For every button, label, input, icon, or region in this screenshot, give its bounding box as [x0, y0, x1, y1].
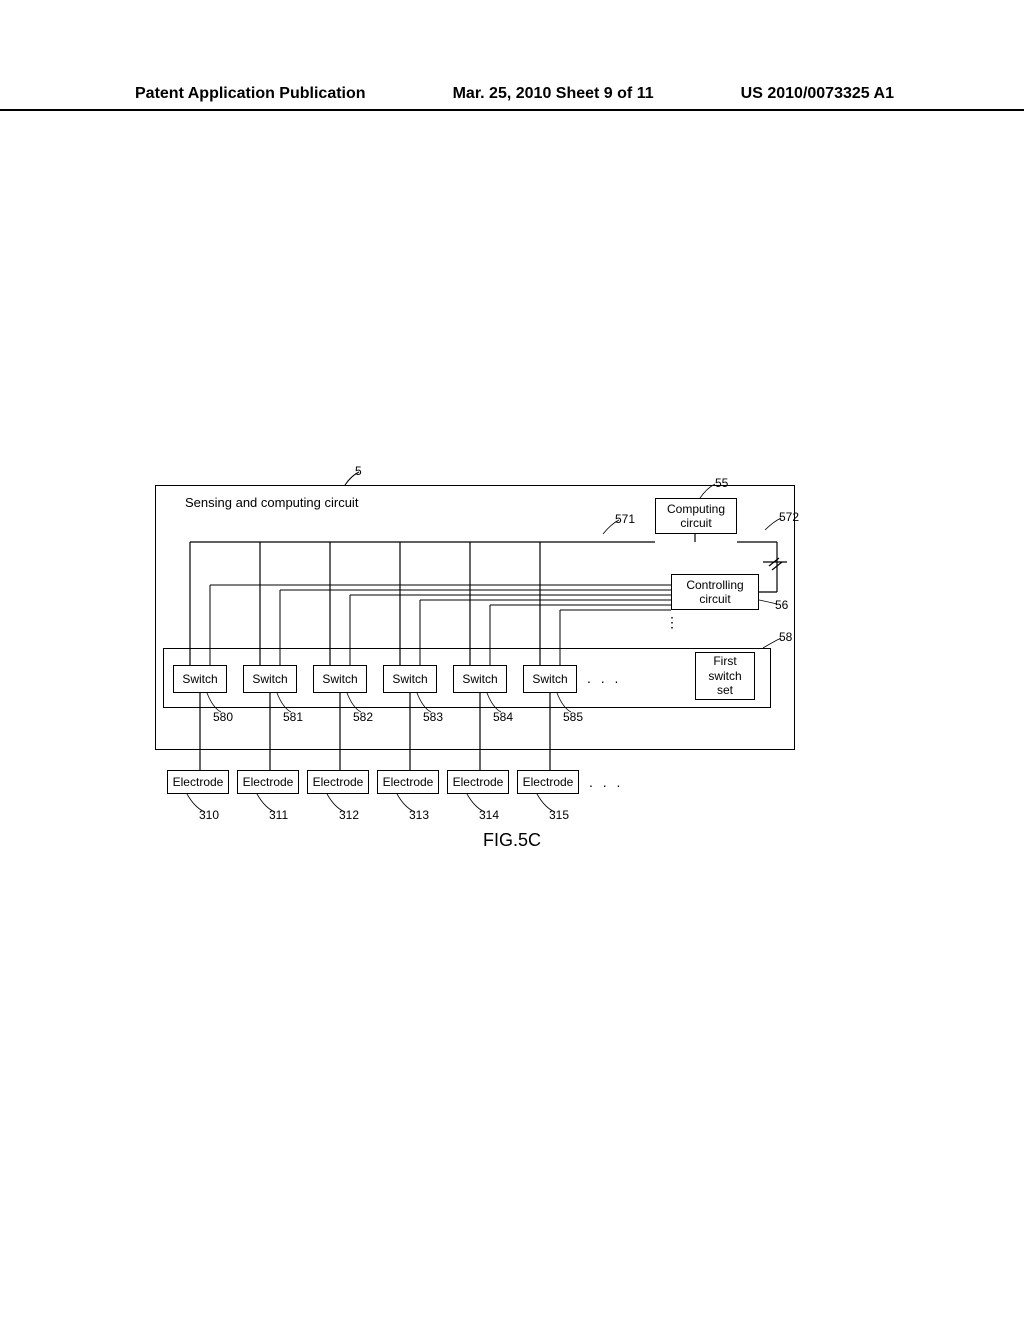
ref-581: 581: [283, 710, 303, 724]
switch-set-enclosure: [163, 648, 771, 708]
computing-circuit-block: Computingcircuit: [655, 498, 737, 534]
ref-5: 5: [355, 464, 362, 478]
ref-311: 311: [269, 808, 288, 822]
electrode-block: Electrode: [517, 770, 579, 794]
ref-56: 56: [775, 598, 788, 612]
controlling-circuit-block: Controllingcircuit: [671, 574, 759, 610]
controlling-label: Controllingcircuit: [686, 578, 743, 607]
circuit-title: Sensing and computing circuit: [185, 495, 358, 510]
ref-585: 585: [563, 710, 583, 724]
electrode-block: Electrode: [167, 770, 229, 794]
electrode-block: Electrode: [307, 770, 369, 794]
electrode-block: Electrode: [377, 770, 439, 794]
ref-571: 571: [615, 512, 635, 526]
header-center: Mar. 25, 2010 Sheet 9 of 11: [453, 85, 654, 103]
page-header: Patent Application Publication Mar. 25, …: [0, 85, 1024, 111]
ref-582: 582: [353, 710, 373, 724]
computing-label: Computingcircuit: [667, 502, 725, 531]
electrode-block: Electrode: [237, 770, 299, 794]
electrode-label: Electrode: [313, 775, 364, 789]
electrode-label: Electrode: [173, 775, 224, 789]
ref-315: 315: [549, 808, 569, 822]
ref-584: 584: [493, 710, 513, 724]
diagram: Sensing and computing circuit 5: [155, 470, 795, 830]
ellipsis-icon: . . .: [589, 774, 623, 790]
electrode-label: Electrode: [243, 775, 294, 789]
ref-55: 55: [715, 476, 728, 490]
ref-312: 312: [339, 808, 359, 822]
ref-314: 314: [479, 808, 499, 822]
electrode-label: Electrode: [453, 775, 504, 789]
ref-310: 310: [199, 808, 219, 822]
ref-572: 572: [779, 510, 799, 524]
ref-58: 58: [779, 630, 792, 644]
vdots-icon: ⋮: [665, 620, 679, 625]
figure-caption: FIG.5C: [0, 830, 1024, 851]
header-right: US 2010/0073325 A1: [741, 85, 894, 103]
electrode-label: Electrode: [383, 775, 434, 789]
ref-313: 313: [409, 808, 429, 822]
ref-583: 583: [423, 710, 443, 724]
ref-580: 580: [213, 710, 233, 724]
header-left: Patent Application Publication: [135, 85, 366, 103]
electrode-block: Electrode: [447, 770, 509, 794]
electrode-label: Electrode: [523, 775, 574, 789]
